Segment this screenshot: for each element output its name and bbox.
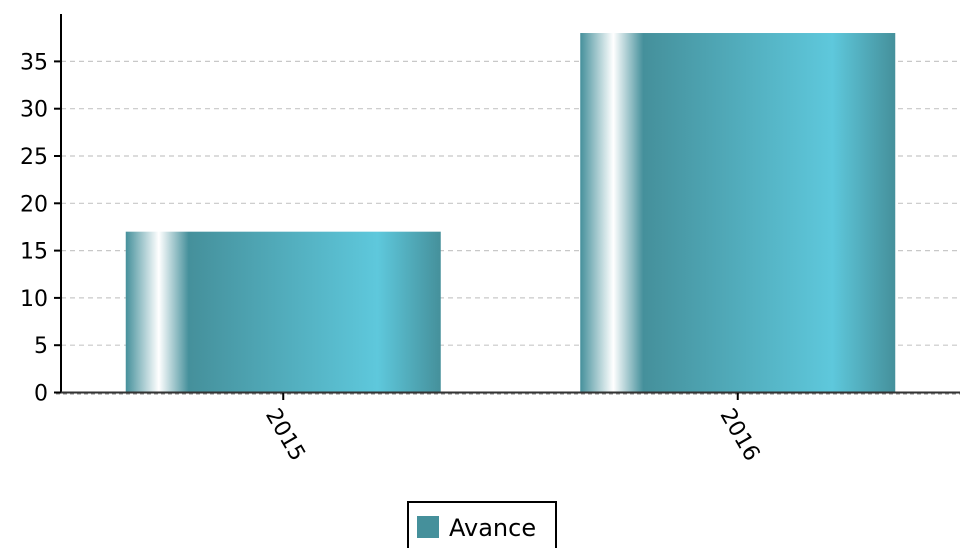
- bar-2015: [125, 231, 441, 393]
- legend: Avance: [407, 501, 557, 548]
- legend-label: Avance: [449, 514, 536, 542]
- y-axis: 0 5 10 15 20 25 30 35: [20, 50, 61, 407]
- y-tick-label: 5: [34, 334, 48, 359]
- x-axis: 2015 2016: [260, 393, 764, 465]
- y-tick-label: 25: [20, 145, 48, 170]
- y-tick-label: 20: [20, 192, 48, 217]
- bars: [125, 33, 896, 393]
- y-tick-label: 0: [34, 382, 48, 407]
- x-tick-label: 2016: [715, 405, 765, 466]
- y-tick-label: 15: [20, 240, 48, 265]
- legend-swatch: [417, 516, 439, 538]
- x-tick-label: 2015: [260, 405, 310, 466]
- y-tick-label: 10: [20, 287, 48, 312]
- y-tick-label: 35: [20, 50, 48, 75]
- y-tick-label: 30: [20, 98, 48, 123]
- bar-2016: [580, 33, 896, 393]
